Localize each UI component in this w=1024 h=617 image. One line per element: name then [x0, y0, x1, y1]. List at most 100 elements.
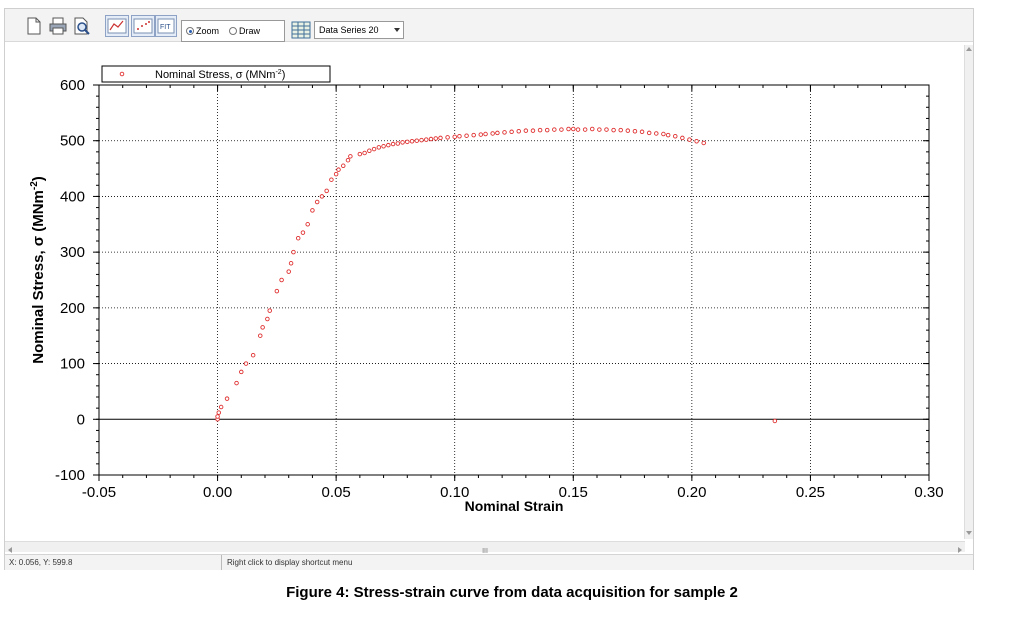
plot-frame — [98, 84, 930, 476]
y-axis-title-tail: ) — [30, 176, 47, 181]
zoom-radio-label: Zoom — [196, 26, 220, 36]
stress-strain-chart[interactable]: -0.05 0.00 0.05 0.10 0.15 0.20 0.25 0.30 -100 0 10… — [5, 45, 965, 541]
status-hint: Right click to display shortcut menu — [227, 558, 353, 567]
print-preview-icon[interactable] — [71, 15, 93, 37]
data-point — [445, 135, 450, 140]
y-axis-title-superscript: -2 — [29, 181, 40, 190]
data-point — [424, 137, 429, 142]
data-point — [438, 135, 443, 141]
data-point — [687, 137, 692, 142]
radio-unselected-icon — [229, 27, 238, 35]
y-tick-label: 500 — [60, 133, 85, 150]
line-chart-icon[interactable] — [105, 15, 129, 37]
data-point — [243, 361, 249, 366]
y-axis-title-main: Nominal Stress, σ (MNm — [30, 190, 47, 364]
x-axis-title: Nominal Strain — [465, 498, 564, 514]
scroll-track: III — [8, 547, 962, 555]
chevron-down-icon — [394, 28, 400, 32]
radio-selected-icon — [186, 27, 194, 35]
data-point — [502, 130, 507, 135]
draw-radio[interactable]: Draw — [229, 26, 260, 36]
data-point — [632, 128, 638, 134]
data-point — [590, 126, 595, 132]
y-tick-label: -100 — [55, 467, 85, 484]
data-point — [319, 194, 325, 199]
data-point — [509, 129, 514, 135]
data-point — [611, 127, 616, 133]
legend-label: Nominal Stress, σ (MNm-2) — [155, 69, 285, 81]
data-point — [571, 126, 576, 132]
data-point — [357, 151, 363, 157]
data-point — [348, 154, 353, 159]
chart-area[interactable]: -0.05 0.00 0.05 0.10 0.15 0.20 0.25 0.30 -100 0 10… — [5, 45, 965, 541]
data-point — [260, 325, 265, 330]
data-point — [300, 230, 306, 235]
figure-caption: Figure 4: Stress-strain curve from data … — [286, 584, 738, 601]
data-point — [414, 138, 420, 143]
zoom-radio[interactable]: Zoom — [186, 26, 219, 36]
print-icon[interactable] — [47, 15, 69, 37]
data-point — [258, 333, 263, 338]
scatter-chart-icon[interactable] — [131, 15, 155, 37]
cursor-coordinates: X: 0.056, Y: 599.8 — [9, 558, 73, 567]
legend-label-tail: ) — [282, 69, 286, 81]
data-point — [390, 141, 396, 147]
legend-marker — [119, 71, 125, 77]
data-point — [530, 128, 536, 133]
data-point — [665, 132, 671, 138]
data-point — [701, 140, 706, 146]
data-point — [329, 177, 334, 182]
data-point — [234, 380, 239, 386]
data-point — [267, 308, 272, 313]
y-tick-label: 300 — [60, 244, 85, 261]
vertical-scrollbar[interactable] — [964, 45, 973, 539]
data-point — [575, 127, 581, 132]
data-point — [428, 136, 434, 142]
data-point — [639, 129, 645, 135]
scroll-arrows-icon — [966, 47, 972, 535]
legend-label-superscript: -2 — [275, 69, 281, 76]
data-point — [457, 134, 462, 139]
data-point — [395, 141, 401, 146]
new-page-icon[interactable] — [23, 15, 45, 37]
legend-box — [101, 65, 331, 83]
fit-label: FIT — [160, 24, 171, 31]
data-point — [250, 352, 256, 358]
data-point — [371, 146, 377, 152]
scroll-grip: III — [482, 548, 488, 555]
data-table-icon[interactable] — [291, 21, 313, 41]
data-point — [341, 163, 346, 169]
data-point — [490, 131, 495, 136]
data-point — [566, 126, 571, 132]
data-point — [544, 127, 550, 133]
data-point — [367, 148, 372, 153]
data-point — [661, 131, 666, 137]
x-tick-label: 0.20 — [677, 484, 706, 501]
x-tick-label: 0.00 — [203, 484, 232, 501]
data-point — [471, 132, 476, 138]
data-point — [216, 410, 222, 415]
fit-zoom-icon[interactable]: FIT — [155, 15, 177, 37]
data-point — [523, 128, 529, 133]
data-point — [537, 127, 543, 133]
y-tick-label: 600 — [60, 77, 85, 94]
x-tick-label: 0.30 — [914, 484, 943, 501]
data-point — [224, 396, 230, 401]
toolbar: FIT Zoom Draw Data Series 20 — [5, 9, 973, 42]
data-point — [419, 137, 424, 143]
data-point — [324, 188, 329, 194]
data-point — [291, 249, 296, 255]
data-series-select[interactable]: Data Series 20 — [314, 21, 404, 39]
data-point — [279, 277, 284, 283]
horizontal-scrollbar[interactable]: III — [5, 541, 965, 555]
data-point — [295, 235, 301, 241]
y-tick-label: 0 — [77, 411, 85, 428]
data-point — [597, 127, 602, 132]
data-point — [218, 404, 224, 410]
data-point — [310, 208, 315, 213]
data-point — [333, 171, 339, 177]
data-point — [409, 139, 415, 144]
x-tick-label: 0.05 — [322, 484, 351, 501]
data-point — [694, 139, 699, 144]
data-point — [381, 144, 386, 149]
